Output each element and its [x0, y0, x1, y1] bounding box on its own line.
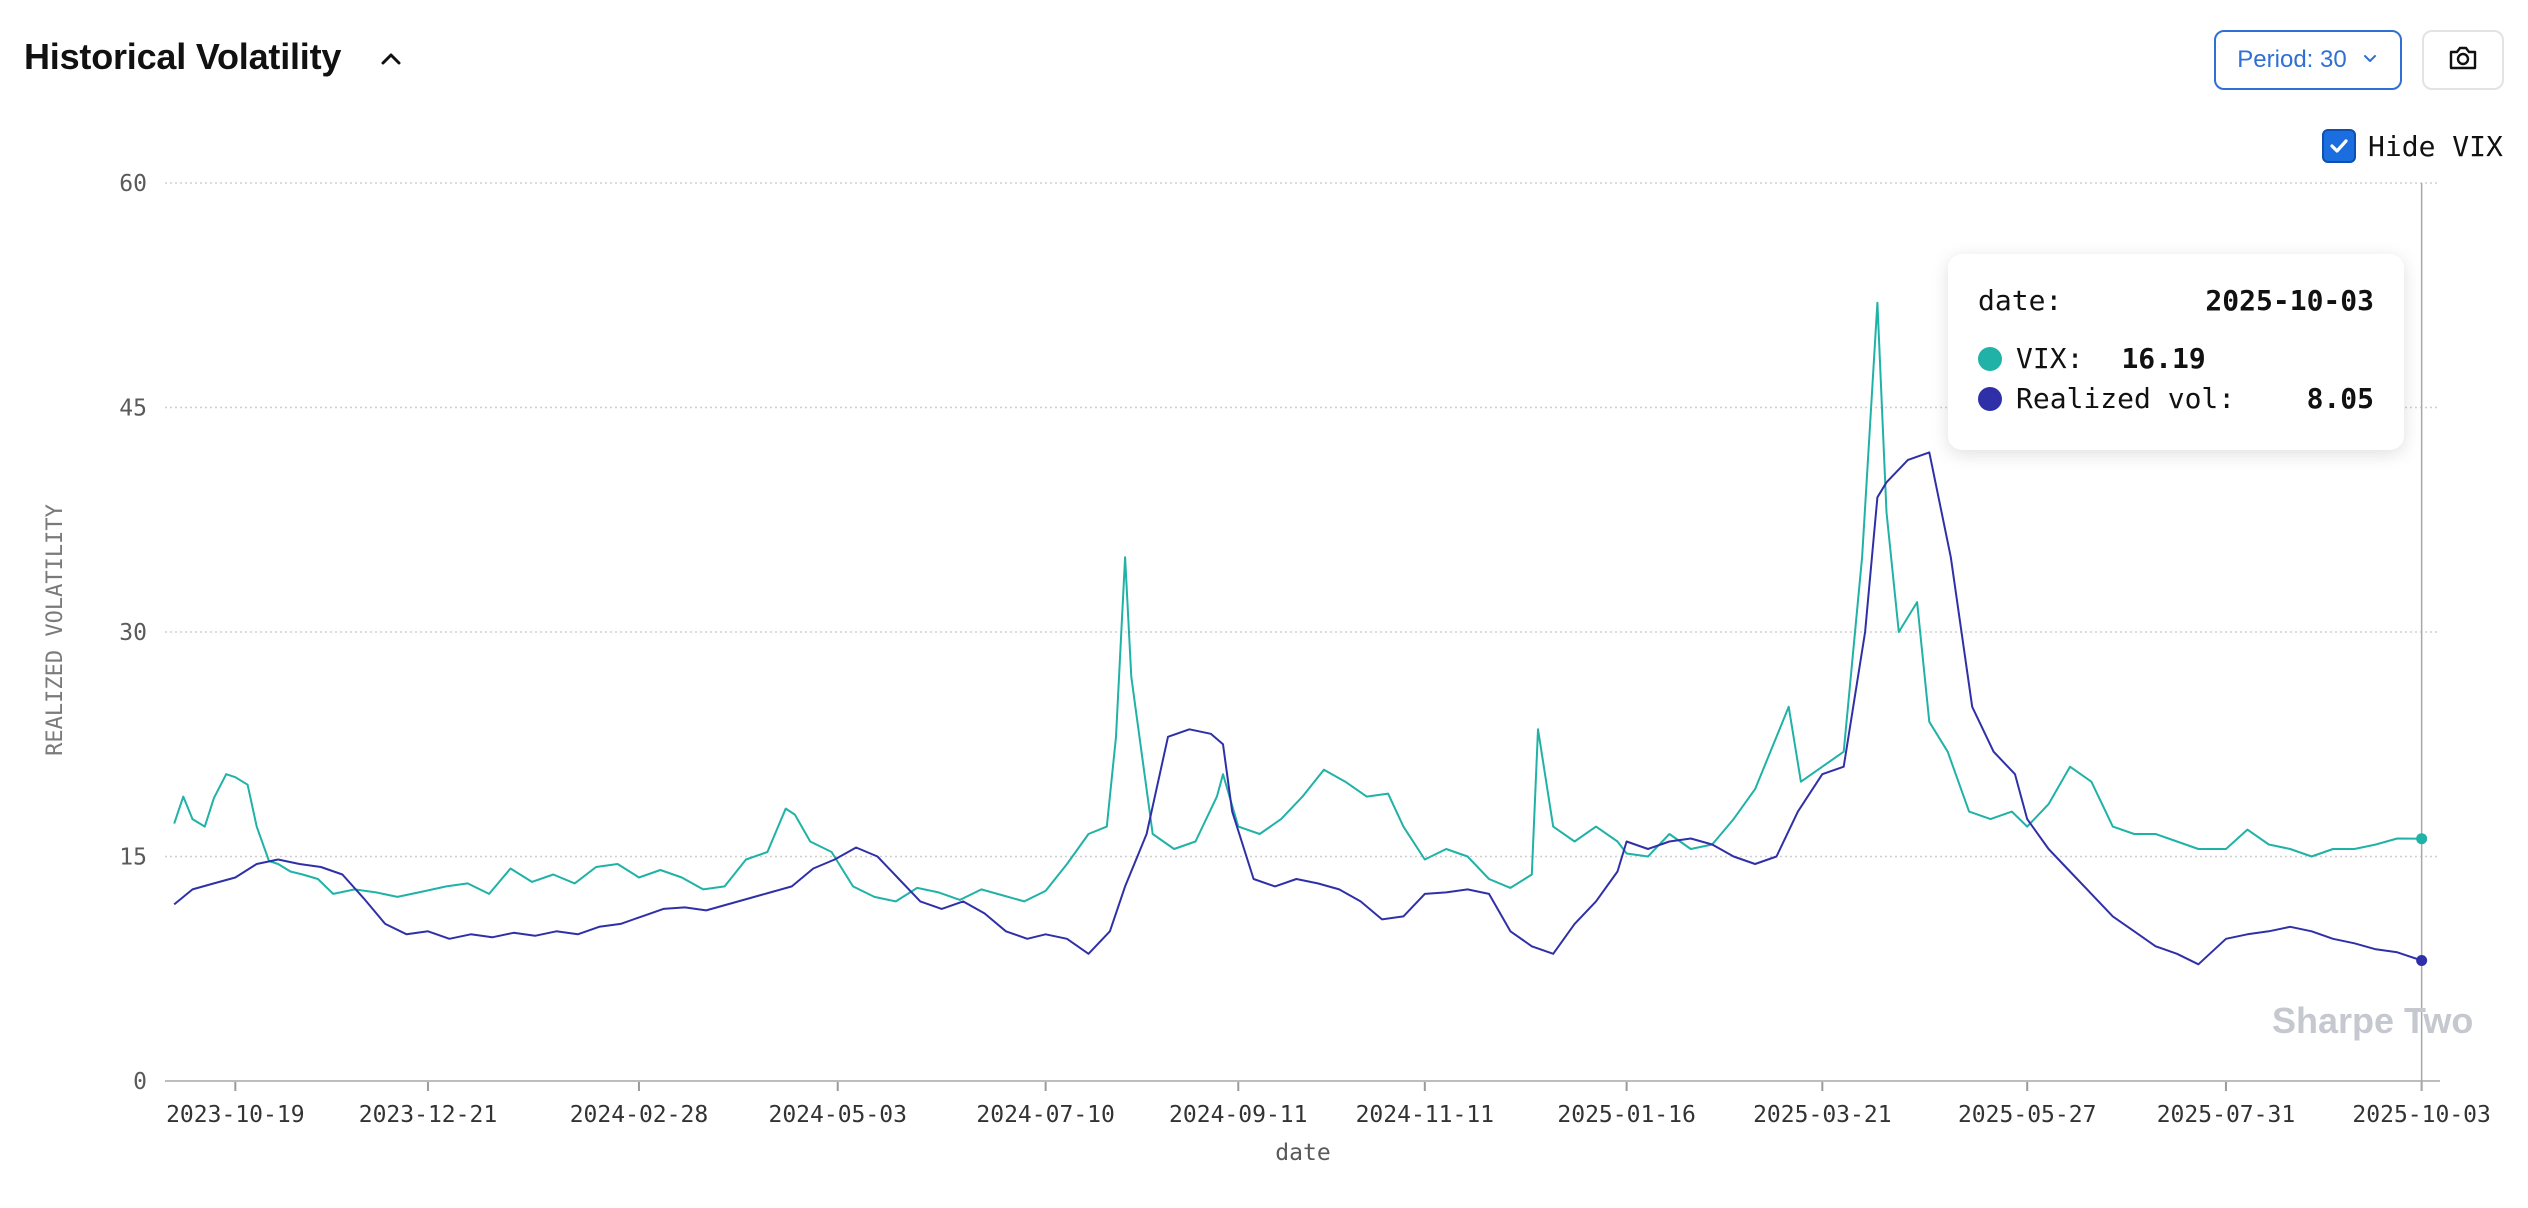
hide-vix-checkbox[interactable] — [2322, 129, 2356, 163]
checkmark-icon — [2330, 139, 2348, 153]
realized-vol-hover-point — [2416, 955, 2428, 967]
tooltip-rv-value: 8.05 — [2306, 382, 2374, 415]
x-tick-label: 2025-10-03 — [2352, 1102, 2490, 1128]
tooltip-date-row: date: 2025-10-03 — [1978, 284, 2374, 317]
tooltip-vix-row: VIX: 16.19 — [1978, 342, 2374, 375]
page-title: Historical Volatility — [24, 36, 342, 77]
y-tick-label: 60 — [119, 171, 147, 197]
chevron-down-icon — [2361, 46, 2379, 74]
series-lines — [173, 301, 2423, 966]
tooltip-rv-label: Realized vol: — [2016, 382, 2236, 415]
y-axis-ticks: 0 15 30 45 60 — [119, 171, 147, 1095]
y-tick-label: 15 — [119, 845, 147, 871]
hide-vix-label: Hide VIX — [2368, 129, 2503, 163]
period-label: Period: 30 — [2237, 46, 2347, 73]
chart-header: Historical Volatility Period: 30 — [0, 0, 2528, 120]
y-axis-label: REALIZED VOLATILITY — [43, 504, 68, 756]
x-axis-ticks: 2023-10-19 2023-12-21 2024-02-28 2024-05-03… — [166, 1081, 2491, 1128]
watermark-logo: Sharpe Two — [2272, 1000, 2474, 1041]
period-dropdown-button[interactable]: Period: 30 — [2214, 30, 2402, 90]
vix-legend-dot — [1978, 346, 2002, 371]
x-axis-label: date — [1275, 1140, 1330, 1166]
x-tick-label: 2024-05-03 — [768, 1102, 906, 1128]
tooltip-date-value: 2025-10-03 — [2205, 284, 2374, 317]
x-tick-label: 2024-07-10 — [976, 1102, 1114, 1128]
x-tick-label: 2023-12-21 — [359, 1102, 497, 1128]
chevron-up-icon[interactable] — [376, 44, 406, 74]
tooltip-vix-label: VIX: — [2016, 342, 2084, 375]
hover-points — [2416, 833, 2428, 967]
realized-vol-legend-dot — [1978, 386, 2002, 411]
hover-tooltip: date: 2025-10-03 VIX: 16.19 Realized vol… — [1948, 254, 2404, 450]
x-tick-label: 2025-05-27 — [1958, 1102, 2096, 1128]
x-tick-label: 2023-10-19 — [166, 1102, 304, 1128]
x-tick-label: 2024-09-11 — [1169, 1102, 1307, 1128]
x-tick-label: 2025-03-21 — [1753, 1102, 1891, 1128]
realized-vol-line — [173, 451, 2423, 966]
vix-hover-point — [2416, 833, 2428, 845]
tooltip-date-label: date: — [1978, 284, 2063, 317]
x-tick-label: 2024-02-28 — [570, 1102, 708, 1128]
camera-icon — [2447, 44, 2479, 76]
tooltip-vix-value: 16.19 — [2121, 342, 2206, 375]
x-tick-label: 2025-01-16 — [1557, 1102, 1695, 1128]
hide-vix-toggle[interactable]: Hide VIX — [2322, 124, 2503, 168]
y-tick-label: 45 — [119, 396, 147, 422]
x-tick-label: 2024-11-11 — [1356, 1102, 1494, 1128]
tooltip-rv-row: Realized vol: 8.05 — [1978, 382, 2374, 415]
x-tick-label: 2025-07-31 — [2157, 1102, 2295, 1128]
y-tick-label: 30 — [119, 620, 147, 646]
screenshot-button[interactable] — [2422, 30, 2504, 90]
y-tick-label: 0 — [133, 1069, 147, 1095]
